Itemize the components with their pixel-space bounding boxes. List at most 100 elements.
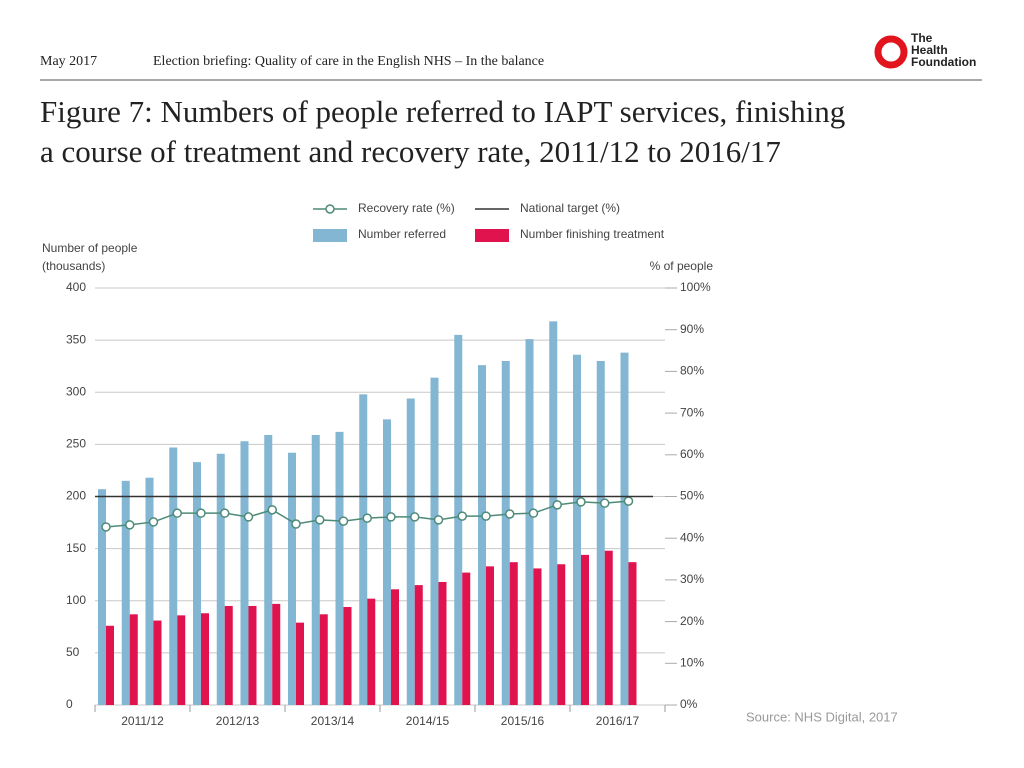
logo-mark [874,35,908,69]
y2-tick-label: 40% [680,530,704,544]
y2-tick-label: 60% [680,447,704,461]
y-tick-label: 0 [66,697,73,711]
bar [620,352,629,705]
rate-point [243,512,254,522]
rate-point [528,508,539,518]
y2-axis-label: % of people [650,259,714,273]
rate-point [457,511,467,521]
logo-text: The [911,31,933,45]
bar [367,598,376,705]
rate-point [267,505,277,515]
y2-tick-label: 20% [680,614,704,628]
bar [549,321,558,705]
bar [177,615,186,705]
legend-label: Number finishing treatment [520,227,665,241]
bar [201,613,209,705]
rate-point [505,509,515,519]
y-tick-label: 200 [66,489,86,503]
bar [296,622,304,705]
rate-point [410,512,420,522]
bar [359,394,368,705]
chart-title: Figure 7: Numbers of people referred to … [40,94,845,129]
rate-point [220,508,230,518]
rate-point [291,519,301,529]
rate-point [172,508,182,518]
bar [169,447,178,705]
y-tick-label: 350 [66,332,86,346]
bar [438,581,447,705]
bar [557,564,566,705]
bar [121,480,130,705]
bar [596,360,605,705]
x-tick-label: 2012/13 [216,714,260,728]
rate-point [362,513,372,523]
legend-swatch [325,204,335,214]
logo-text: Foundation [911,55,976,69]
bar [248,605,257,705]
y2-tick-label: 80% [680,364,704,378]
bar [628,562,637,705]
source: Source: NHS Digital, 2017 [746,709,898,724]
y-axis-label: Number of people [42,241,138,255]
y2-tick-label: 100% [680,280,711,294]
bar [414,585,423,705]
date: May 2017 [40,54,97,69]
bar [573,354,581,705]
x-tick-label: 2015/16 [501,714,545,728]
bar [533,568,542,705]
bar [319,614,328,705]
legend-swatch [475,229,509,242]
bar [129,614,138,705]
rate-point [148,517,159,527]
bar [264,434,273,705]
bar [581,554,589,705]
bar [343,607,352,705]
y-tick-label: 150 [66,541,86,555]
bar [391,589,399,705]
rate-point [623,496,634,506]
bar [486,566,494,705]
rate-point [315,515,325,525]
bar [193,462,201,705]
bar [454,334,463,705]
y2-tick-label: 0% [680,697,698,711]
bar [478,365,486,705]
legend-label: Number referred [358,227,446,241]
x-tick-label: 2013/14 [311,714,355,728]
bar [406,398,415,705]
bar [224,605,233,705]
y-tick-label: 300 [66,384,86,398]
rate-point [338,516,349,526]
bar [272,603,281,705]
y2-tick-label: 30% [680,572,704,586]
rate-point [600,498,610,508]
x-tick-label: 2011/12 [121,714,164,728]
rate-point [433,515,444,525]
bar [311,434,320,705]
chart-title: a course of treatment and recovery rate,… [40,134,781,169]
legend-label: Recovery rate (%) [358,201,455,215]
bar [240,441,249,705]
y-axis-label: (thousands) [42,259,105,273]
rate-point [386,512,396,522]
x-tick-label: 2014/15 [406,714,450,728]
rate-point [576,497,586,507]
rate-point [101,522,111,532]
y2-tick-label: 50% [680,489,704,503]
y2-tick-label: 70% [680,405,704,419]
legend-swatch [313,229,347,242]
y2-tick-label: 10% [680,655,704,669]
bar [145,477,154,705]
rate-point [196,508,206,518]
bar [98,489,106,705]
briefing: Election briefing: Quality of care in th… [153,54,544,69]
y-tick-label: 100 [66,593,86,607]
rate-point [125,520,135,530]
bar [501,360,510,705]
rate-point [552,500,562,510]
logo-text: Health [911,43,948,57]
y2-tick-label: 90% [680,322,704,336]
y-tick-label: 400 [66,280,86,294]
bar [509,562,518,705]
